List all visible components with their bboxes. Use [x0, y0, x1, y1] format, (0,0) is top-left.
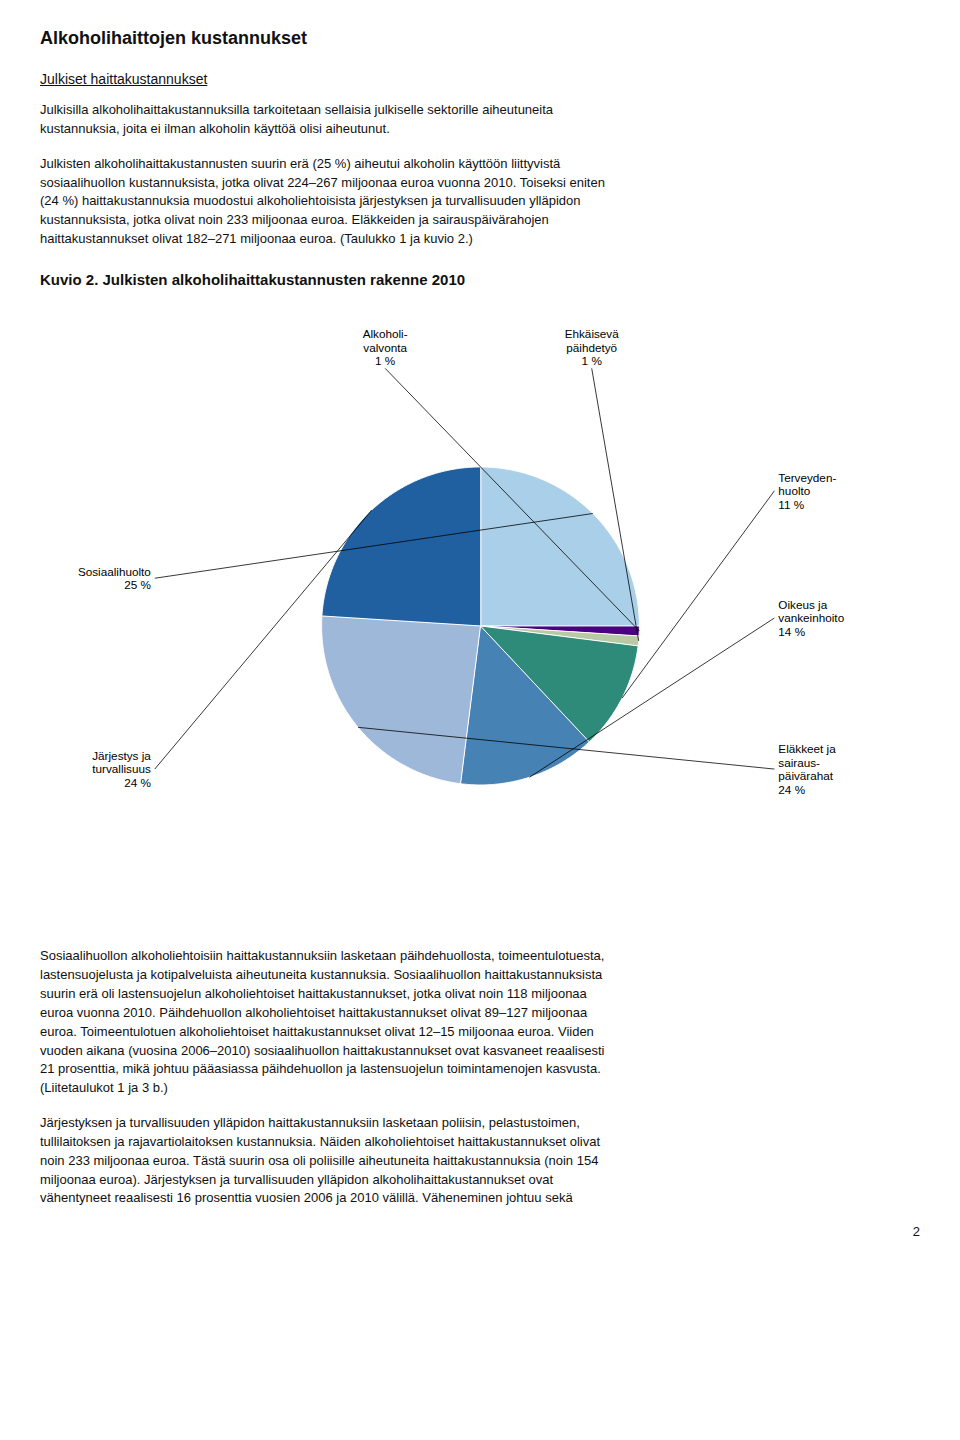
- svg-text:Oikeus javankeinhoito14 %: Oikeus javankeinhoito14 %: [778, 598, 844, 638]
- html-text:Järjestyksen ja turvallisuuden: Järjestyksen ja turvallisuuden ylläpidon…: [40, 1115, 601, 1206]
- html-text:Julkisten alkoholihaittakustan: Julkisten alkoholihaittakustannusten suu…: [40, 155, 605, 247]
- html-text:Alkoholihaittojen kustannukset: Alkoholihaittojen kustannukset: [40, 28, 307, 48]
- svg-text:Eläkkeet jasairaus-päivärahat2: Eläkkeet jasairaus-päivärahat24 %: [778, 742, 836, 795]
- svg-text:Järjestys jaturvallisuus24 %: Järjestys jaturvallisuus24 %: [92, 749, 151, 789]
- svg-text:Ehkäiseväpäihdetyö1 %: Ehkäiseväpäihdetyö1 %: [565, 327, 620, 367]
- svg-text:Sosiaalihuolto25 %: Sosiaalihuolto25 %: [78, 565, 151, 591]
- html-text:2: 2: [912, 1224, 920, 1240]
- svg-text:Alkoholi-valvonta1 %: Alkoholi-valvonta1 %: [363, 327, 408, 367]
- html-text:Julkisilla alkoholihaittakusta: Julkisilla alkoholihaittakustannuksilla …: [40, 102, 554, 136]
- svg-text:Terveyden-huolto11 %: Terveyden-huolto11 %: [778, 471, 836, 511]
- html-text:Sosiaalihuollon alkoholiehtois: Sosiaalihuollon alkoholiehtoisiin haitta…: [40, 948, 605, 1096]
- html-text:Julkiset haittakustannukset: Julkiset haittakustannukset: [40, 71, 208, 87]
- html-text:Kuvio 2. Julkisten alkoholihai: Kuvio 2. Julkisten alkoholihaittakustann…: [40, 270, 466, 288]
